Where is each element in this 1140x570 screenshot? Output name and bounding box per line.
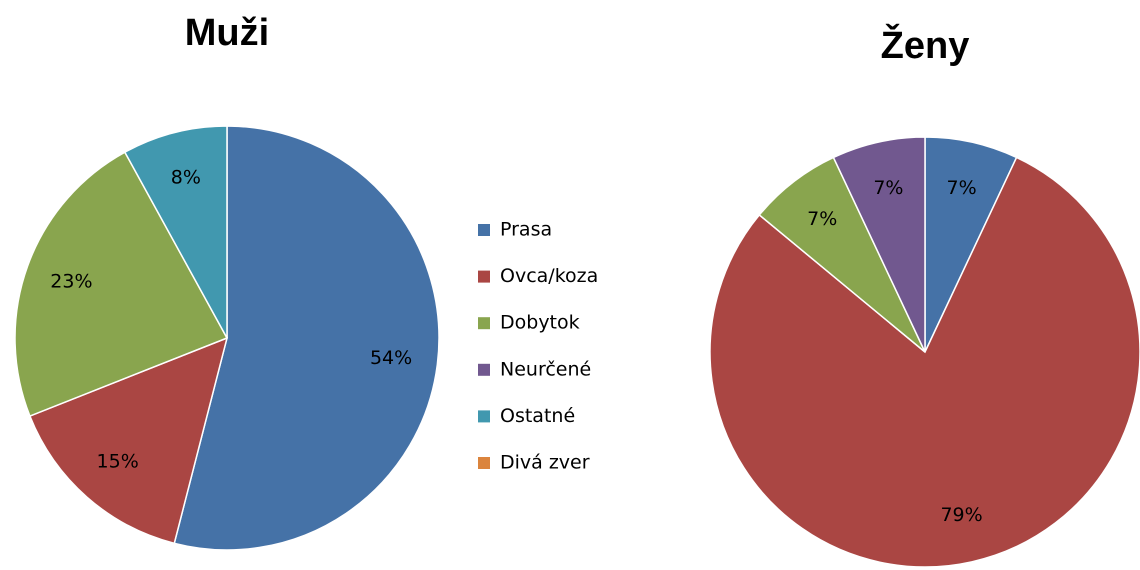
legend-swatch — [478, 317, 490, 330]
legend-label: Ostatné — [500, 405, 575, 427]
chart-title: Ženy — [881, 23, 970, 67]
chart-title: Muži — [185, 12, 269, 54]
legend-swatch — [478, 457, 490, 469]
pie-slice — [28, 336, 229, 545]
data-label: 15% — [97, 451, 139, 473]
data-label: 7% — [873, 177, 903, 199]
data-label: 8% — [171, 166, 201, 188]
legend-swatch — [478, 363, 490, 376]
legend-swatch — [478, 224, 490, 236]
pie-slice — [709, 156, 1140, 568]
data-label: 23% — [50, 270, 92, 292]
legend-swatch — [478, 410, 490, 423]
legend-swatch — [478, 270, 490, 283]
legend-label: Neurčené — [500, 358, 591, 380]
data-label: 54% — [370, 347, 412, 369]
data-label: 7% — [807, 208, 837, 230]
pie-slice — [123, 125, 228, 339]
pie-slice — [832, 136, 926, 353]
pie-slice — [173, 125, 440, 551]
legend-label: Dobytok — [500, 312, 580, 334]
data-label: 7% — [947, 177, 977, 199]
legend-label: Divá zver — [500, 452, 590, 474]
data-label: 79% — [940, 504, 982, 526]
legend-label: Prasa — [500, 219, 552, 241]
pie-slice — [14, 151, 229, 418]
legend-label: Ovca/koza — [500, 265, 598, 287]
